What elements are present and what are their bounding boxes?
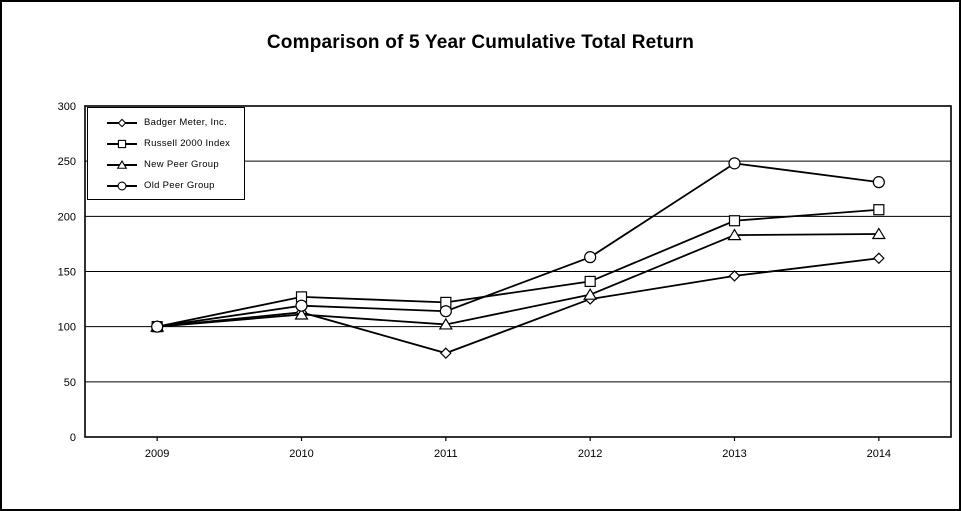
y-axis-label: 300 xyxy=(58,101,76,113)
chart-title: Comparison of 5 Year Cumulative Total Re… xyxy=(266,32,695,53)
series-line-badger-meter-inc xyxy=(157,257,879,355)
y-axis-label: 200 xyxy=(58,211,76,223)
diamond-marker-badger-meter-inc xyxy=(439,347,452,359)
triangle-marker-new-peer-group xyxy=(438,317,453,330)
legend-item-russell-2000-index: Russell 2000 Index xyxy=(88,133,244,154)
plot-border xyxy=(84,105,952,438)
y-axis-label: 50 xyxy=(64,377,76,389)
triangle-marker-new-peer-group xyxy=(294,307,309,320)
square-marker-glyph xyxy=(117,139,127,148)
legend: Badger Meter, Inc. Russell 2000 Index New … xyxy=(87,107,245,200)
diamond-marker-badger-meter-inc xyxy=(872,252,885,265)
x-axis-label: 2011 xyxy=(434,448,458,460)
legend-item-old-peer-group: Old Peer Group xyxy=(88,175,244,196)
y-axis-label: 0 xyxy=(70,432,76,444)
circle-marker-old-peer-group xyxy=(872,176,885,189)
circle-marker-old-peer-group xyxy=(295,299,308,312)
legend-item-label: Russell 2000 Index xyxy=(144,138,231,149)
x-axis-label: 2009 xyxy=(145,448,169,460)
circle-marker-icon xyxy=(107,180,137,191)
series-line-new-peer-group xyxy=(157,233,879,328)
square-marker-russell-2000-index xyxy=(728,215,741,227)
circle-marker-glyph xyxy=(117,180,127,191)
circle-marker-old-peer-group xyxy=(151,320,164,333)
diamond-marker-glyph xyxy=(117,118,127,127)
triangle-marker-icon xyxy=(107,159,137,169)
diamond-marker-badger-meter-inc xyxy=(728,270,741,282)
square-marker-russell-2000-index xyxy=(873,204,885,216)
series-line-old-peer-group xyxy=(157,162,879,328)
circle-marker-old-peer-group xyxy=(728,157,741,170)
triangle-marker-new-peer-group xyxy=(871,227,886,240)
legend-item-label: New Peer Group xyxy=(144,159,219,170)
x-axis-label: 2010 xyxy=(289,448,313,460)
series-line-russell-2000-index xyxy=(156,208,879,328)
legend-item-new-peer-group: New Peer Group xyxy=(88,154,244,175)
x-axis-label: 2013 xyxy=(722,448,746,460)
circle-marker-old-peer-group xyxy=(584,251,597,264)
diamond-marker-icon xyxy=(107,118,137,127)
triangle-marker-new-peer-group xyxy=(727,228,742,241)
square-marker-icon xyxy=(107,139,137,148)
legend-item-label: Old Peer Group xyxy=(144,180,215,191)
x-axis-label: 2012 xyxy=(578,448,602,460)
y-axis-label: 250 xyxy=(58,156,76,168)
x-axis-label: 2014 xyxy=(867,448,891,460)
y-axis-label: 150 xyxy=(58,267,76,279)
triangle-marker-glyph xyxy=(116,159,128,169)
square-marker-russell-2000-index xyxy=(584,275,596,288)
legend-item-label: Badger Meter, Inc. xyxy=(144,117,228,128)
circle-marker-old-peer-group xyxy=(439,305,452,318)
y-axis-label: 100 xyxy=(58,322,76,334)
legend-item-badger-meter-inc: Badger Meter, Inc. xyxy=(88,112,244,133)
triangle-marker-new-peer-group xyxy=(583,288,598,300)
